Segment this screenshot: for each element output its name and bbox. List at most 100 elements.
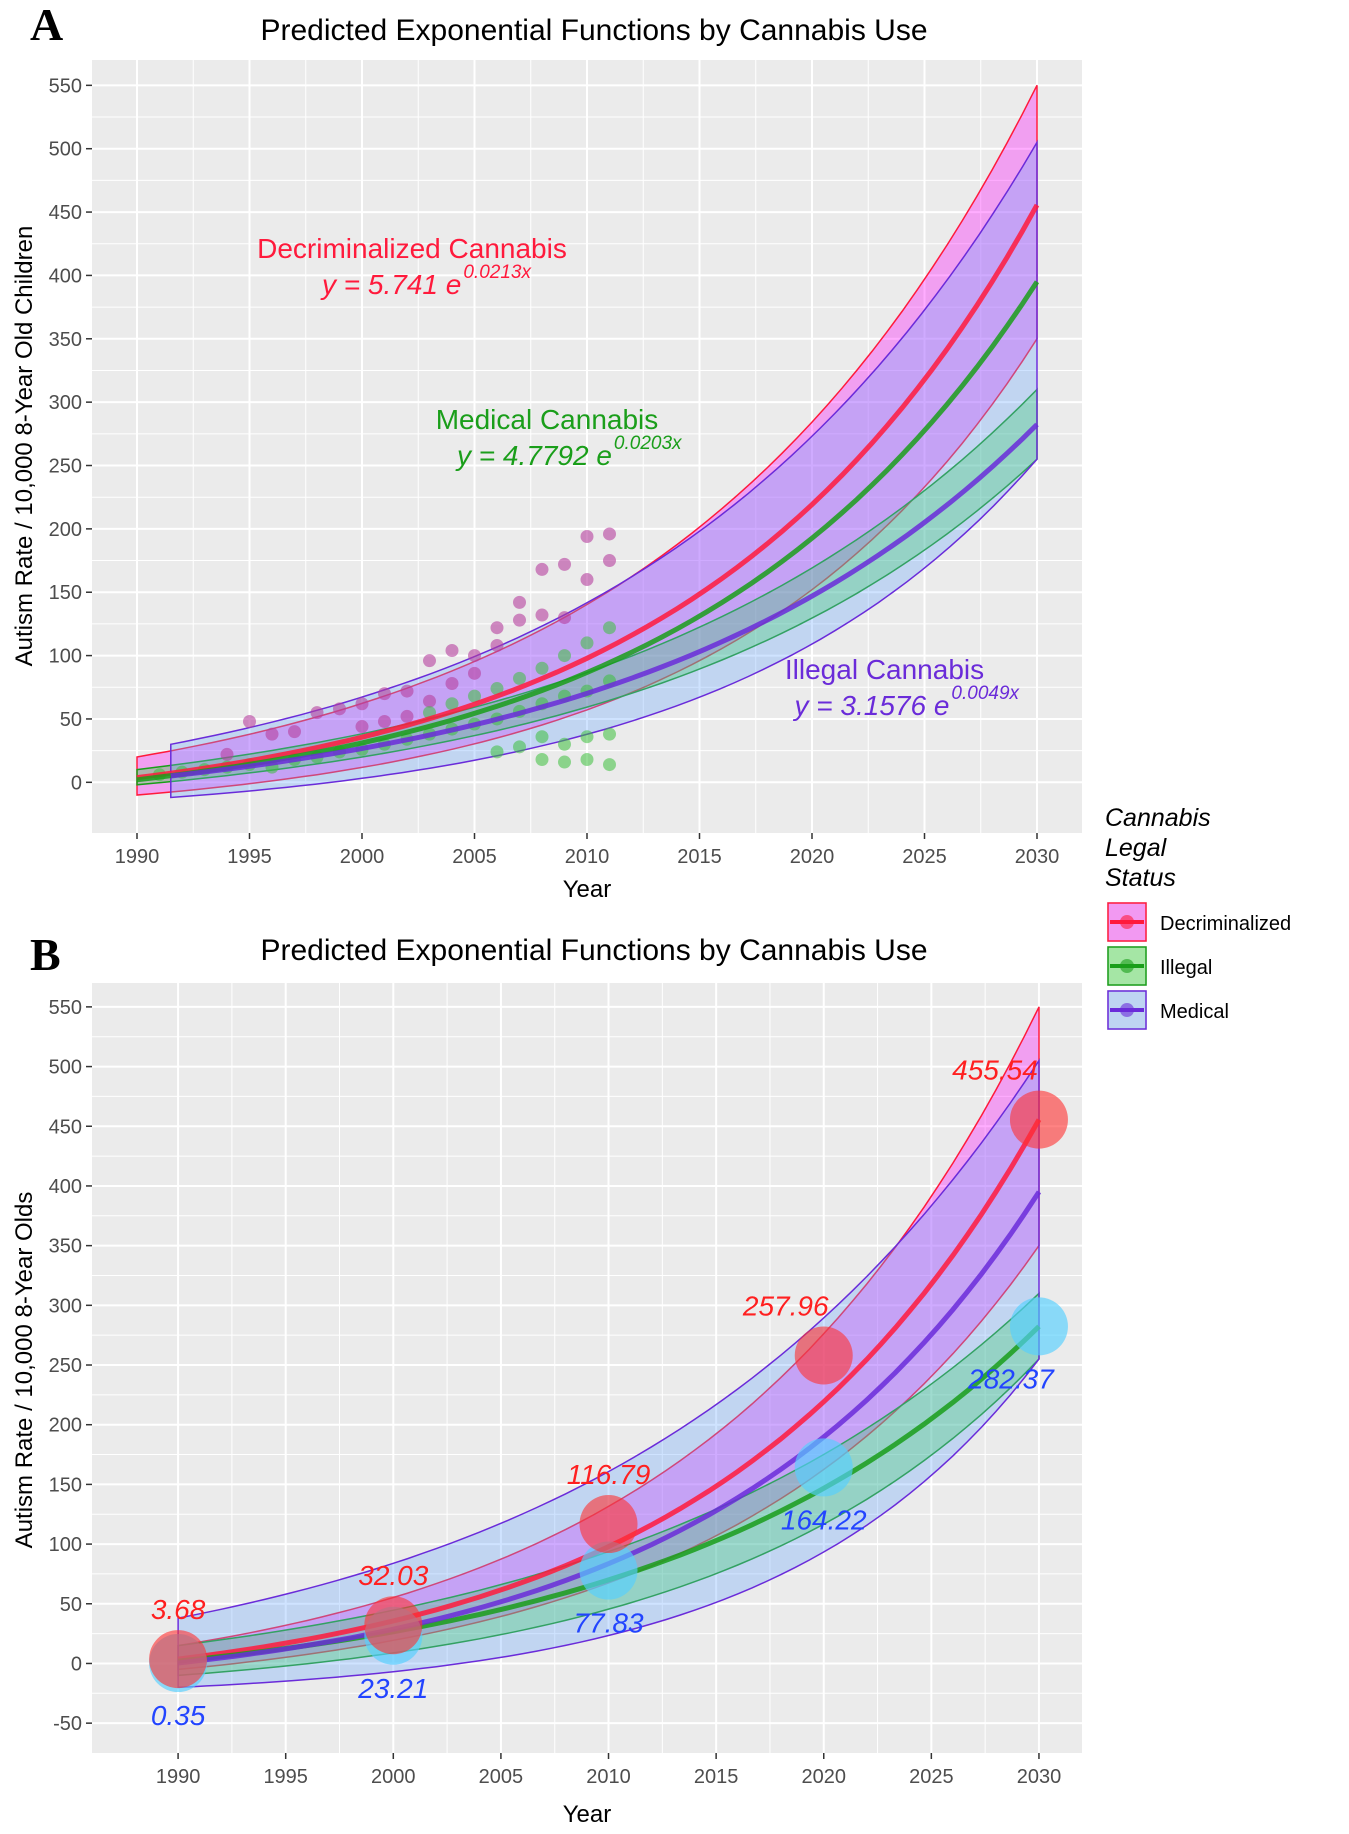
legend-title-line-2: Legal — [1105, 834, 1168, 862]
red-point-label: 257.96 — [742, 1291, 829, 1322]
legend-items: Decriminalized Illegal Medical — [1107, 902, 1291, 1030]
x-tick-label: 2010 — [586, 1766, 631, 1788]
fit-line-decriminalized — [136, 203, 1040, 781]
scatter-point-decriminalized — [603, 554, 616, 568]
equation-name-medical: Illegal Cannabis — [785, 654, 984, 685]
fit-lines-a — [136, 203, 1040, 783]
y-tick-label: 300 — [49, 1295, 82, 1317]
scatter-point-illegal — [490, 745, 504, 759]
scatter-point-decriminalized — [288, 725, 301, 739]
equation-exponent-illegal: 0.0203x — [614, 433, 683, 454]
scatter-point-decriminalized — [513, 613, 526, 627]
scatter-point-illegal — [513, 740, 526, 754]
scatter-point-illegal — [603, 758, 616, 772]
scatter-point-decriminalized — [400, 709, 414, 723]
equation-name-decriminalized: Decriminalized Cannabis — [257, 233, 567, 264]
chart-panel-a: Predicted Exponential Functions by Canna… — [11, 14, 1082, 903]
scatter-point-decriminalized — [468, 666, 481, 680]
x-tick-label: 2010 — [565, 846, 610, 868]
ticks-a: 1990 1995 2000 2005 2010 2015 2020 2025 2030 0 50 1… — [49, 75, 1060, 868]
bubble-blue — [579, 1541, 638, 1600]
y-axis-label-b: Autism Rate / 10,000 8-Year Olds — [11, 1192, 38, 1549]
x-tick-label: 2000 — [340, 846, 385, 868]
y-tick-label: 0 — [71, 1653, 82, 1675]
chart-panel-b: Predicted Exponential Functions by Canna… — [11, 934, 1082, 1828]
scatter-point-illegal — [490, 682, 504, 696]
scatter-point-decriminalized — [220, 747, 234, 761]
x-tick-label: 2005 — [479, 1766, 524, 1788]
blue-point-label: 77.83 — [573, 1608, 643, 1639]
scatter-point-decriminalized — [423, 654, 436, 668]
x-tick-label: 2005 — [452, 846, 497, 868]
y-axis-label-a: Autism Rate / 10,000 8-Year Old Children — [11, 226, 38, 667]
y-tick-label: 250 — [49, 1355, 82, 1377]
bubble-blue — [794, 1438, 853, 1497]
y-tick-label: 400 — [49, 1176, 82, 1198]
scatter-point-decriminalized — [580, 573, 594, 587]
y-tick-label: 100 — [49, 646, 82, 668]
red-point-label: 455.54 — [952, 1055, 1038, 1086]
scatter-point-decriminalized — [445, 676, 459, 690]
scatter-point-illegal — [558, 737, 571, 751]
scatter-point-decriminalized — [558, 611, 571, 625]
y-tick-label: 350 — [49, 1236, 82, 1258]
y-tick-label: 50 — [60, 1594, 82, 1616]
ticks-b: 1990 1995 2000 2005 2010 2015 2020 2025 2030-500… — [49, 997, 1062, 1788]
panel-letter-a: A — [30, 0, 63, 50]
scatter-point-decriminalized — [535, 562, 549, 576]
x-tick-label: 2000 — [371, 1766, 416, 1788]
y-tick-label: 100 — [49, 1534, 82, 1556]
equation-name-illegal: Medical Cannabis — [436, 404, 659, 435]
bubble-red — [579, 1495, 638, 1554]
y-tick-label: -50 — [53, 1713, 82, 1735]
scatter-point-decriminalized — [355, 697, 369, 711]
blue-point-label: 282.37 — [967, 1363, 1055, 1394]
x-tick-label: 1995 — [227, 846, 272, 868]
scatter-point-decriminalized — [468, 649, 481, 663]
scatter-point-decriminalized — [558, 557, 571, 571]
x-tick-label: 2025 — [902, 846, 947, 868]
blue-point-label: 164.22 — [781, 1504, 867, 1535]
chart-title-a: Predicted Exponential Functions by Canna… — [260, 14, 927, 47]
panel-letter-b: B — [30, 929, 61, 980]
scatter-point-illegal — [468, 689, 481, 703]
scatter-point-decriminalized — [355, 720, 369, 734]
fit-line-illegal — [136, 280, 1040, 783]
x-tick-label: 1990 — [115, 846, 160, 868]
scatter-point-illegal — [445, 697, 459, 711]
legend-item-label: Decriminalized — [1160, 913, 1291, 935]
x-axis-label-b: Year — [563, 1801, 612, 1828]
equation-exponent-decriminalized: 0.0213x — [463, 262, 532, 283]
x-tick-label: 2015 — [677, 846, 722, 868]
scatter-point-decriminalized — [333, 702, 346, 716]
legend-item-medical: Medical — [1107, 990, 1229, 1030]
scatter-point-decriminalized — [603, 527, 616, 541]
y-tick-label: 150 — [49, 1474, 82, 1496]
y-tick-label: 550 — [49, 75, 82, 97]
bubble-blue — [1009, 1297, 1068, 1356]
scatter-point-illegal — [580, 753, 594, 767]
scatter-point-illegal — [513, 671, 526, 685]
x-tick-label: 2025 — [909, 1766, 954, 1788]
x-tick-label: 1990 — [156, 1766, 201, 1788]
equation-exponent-medical: 0.0049x — [951, 683, 1020, 704]
bubbles-b — [149, 1090, 1068, 1693]
scatter-point-decriminalized — [400, 684, 414, 698]
blue-point-label: 23.21 — [357, 1673, 428, 1704]
x-tick-label: 2020 — [790, 846, 835, 868]
red-point-label: 32.03 — [358, 1560, 428, 1591]
bubble-red — [149, 1630, 208, 1689]
scatter-point-illegal — [603, 621, 616, 635]
x-axis-label-a: Year — [563, 876, 612, 903]
legend: Cannabis Legal Status Decriminalized Ille… — [1105, 804, 1291, 1030]
legend-title-line-1: Cannabis — [1105, 804, 1211, 832]
y-tick-label: 300 — [49, 392, 82, 414]
scatter-point-decriminalized — [535, 608, 549, 622]
scatter-point-decriminalized — [243, 714, 256, 728]
x-tick-label: 2030 — [1015, 846, 1060, 868]
y-tick-label: 0 — [71, 772, 82, 794]
scatter-point-decriminalized — [490, 638, 504, 652]
equation-formula-medical: y = 3.1576 e — [793, 690, 950, 721]
scatter-point-decriminalized — [423, 694, 436, 708]
